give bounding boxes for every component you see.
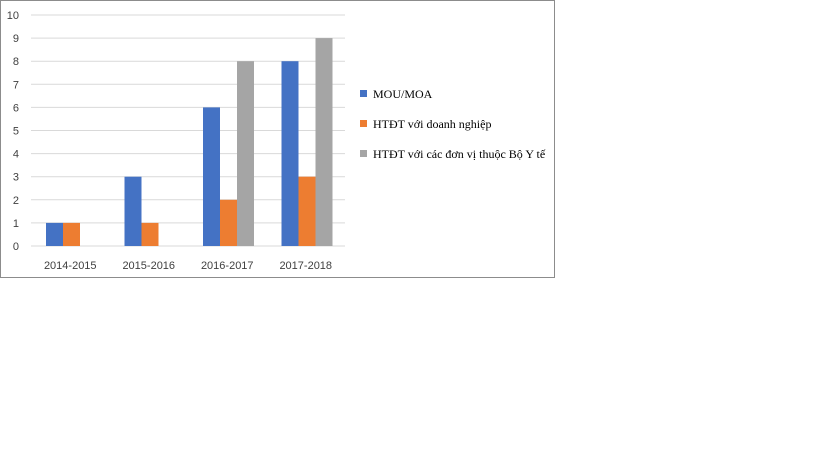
bar-series-1-2: [220, 199, 237, 246]
x-tick-label-0: 2014-2015: [44, 260, 97, 272]
y-tick-label-8: 8: [13, 56, 19, 68]
y-tick-label-0: 0: [13, 241, 19, 253]
x-tick-label-2: 2016-2017: [201, 260, 254, 272]
y-tick-label-9: 9: [13, 33, 19, 45]
bar-series-0-2: [203, 107, 220, 247]
bar-series-2-2: [237, 61, 254, 247]
x-tick-label-1: 2015-2016: [122, 260, 175, 272]
bar-series-2-3: [315, 38, 333, 246]
y-tick-label-3: 3: [13, 172, 19, 184]
legend-item-htdt-doanh-nghiep: HTĐT với doanh nghiệp: [360, 116, 552, 132]
bar-series-1-1: [141, 222, 159, 246]
y-tick-label-7: 7: [13, 79, 19, 91]
legend-label-mou-moa: MOU/MOA: [373, 87, 433, 101]
bar-series-1-3: [298, 176, 316, 246]
chart-legend: MOU/MOA HTĐT với doanh nghiệp HTĐT với c…: [360, 86, 552, 176]
bar-series-0-0: [46, 222, 63, 246]
legend-item-mou-moa: MOU/MOA: [360, 86, 552, 102]
y-tick-label-10: 10: [7, 10, 19, 22]
legend-item-htdt-bo-y-te: HTĐT với các đơn vị thuộc Bộ Y tế: [360, 146, 552, 162]
legend-label-htdt-bo-y-te: HTĐT với các đơn vị thuộc Bộ Y tế: [373, 147, 546, 161]
legend-swatch-mou-moa: [360, 90, 367, 97]
bar-series-0-1: [124, 176, 142, 246]
chart-frame: [0, 0, 555, 278]
legend-label-htdt-doanh-nghiep: HTĐT với doanh nghiệp: [373, 117, 492, 131]
legend-swatch-htdt-bo-y-te: [360, 150, 367, 157]
y-tick-label-6: 6: [13, 102, 19, 114]
legend-swatch-htdt-doanh-nghiep: [360, 120, 367, 127]
y-tick-label-4: 4: [13, 149, 19, 161]
y-tick-label-5: 5: [13, 126, 19, 138]
bar-series-0-3: [281, 61, 299, 247]
y-tick-label-2: 2: [13, 195, 19, 207]
bar-series-1-0: [63, 222, 80, 246]
x-tick-label-3: 2017-2018: [279, 260, 332, 272]
y-tick-label-1: 1: [13, 218, 19, 230]
